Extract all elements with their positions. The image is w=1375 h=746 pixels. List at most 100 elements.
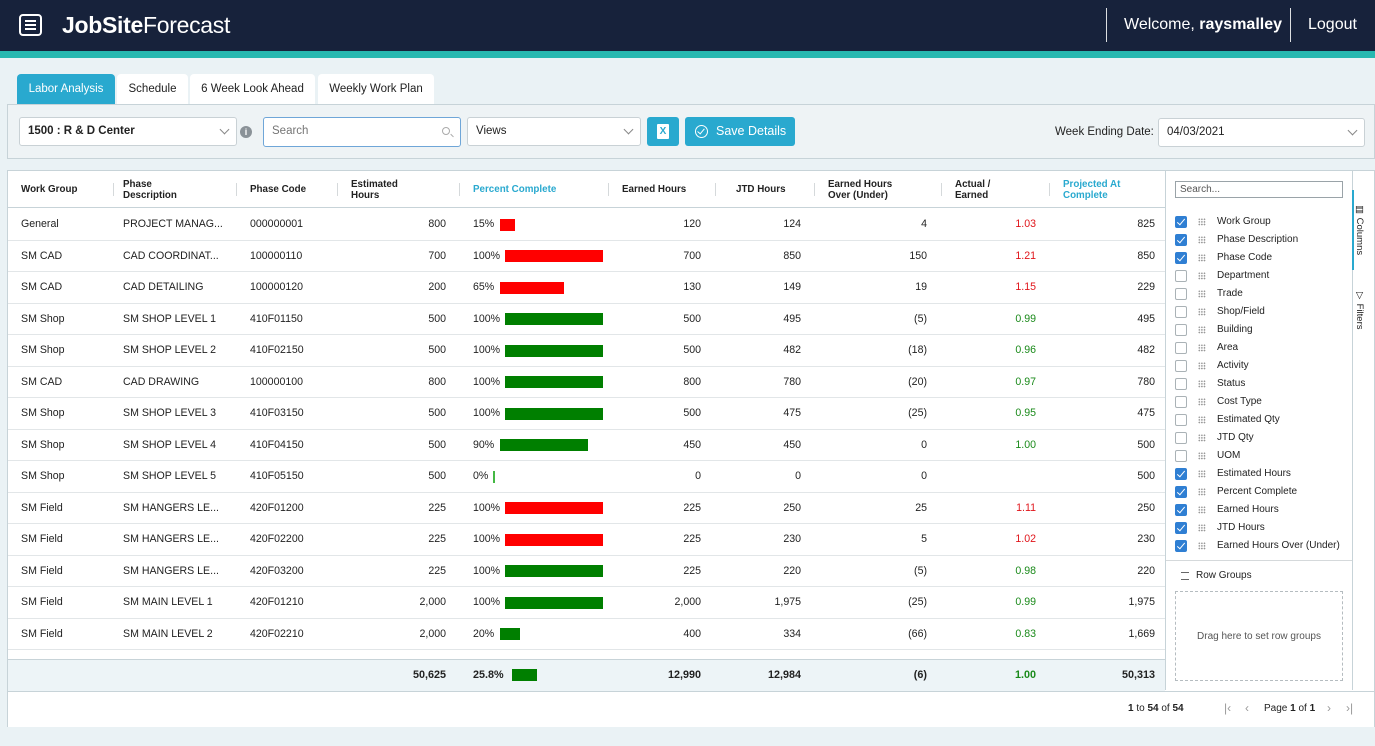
checkbox-checked-icon[interactable] bbox=[1175, 504, 1187, 516]
cell-estimated-hours: 225 bbox=[428, 501, 446, 514]
drag-handle-icon[interactable] bbox=[1198, 218, 1206, 226]
row-divider bbox=[8, 365, 1165, 367]
cell-actual-earned: 0.99 bbox=[1015, 312, 1036, 325]
cell-over-under: 0 bbox=[921, 470, 927, 482]
checkbox-unchecked-icon[interactable] bbox=[1175, 450, 1187, 462]
previous-page-icon[interactable]: ‹ bbox=[1245, 701, 1249, 715]
cell-percent-label: 100% bbox=[473, 249, 501, 262]
header-separator bbox=[814, 183, 815, 196]
cell-actual-earned: 1.11 bbox=[1016, 501, 1036, 514]
header-jtd-hours[interactable]: JTD Hours bbox=[736, 184, 786, 195]
drag-handle-icon[interactable] bbox=[1198, 326, 1206, 334]
row-groups-dropzone[interactable]: Drag here to set row groups bbox=[1175, 591, 1343, 681]
column-toggle-label: Shop/Field bbox=[1217, 306, 1265, 317]
app-header bbox=[0, 0, 1375, 51]
cell-projected: 850 bbox=[1137, 249, 1155, 262]
drag-handle-icon[interactable] bbox=[1198, 362, 1206, 370]
header-phase-description[interactable]: Phase Description bbox=[123, 178, 177, 201]
drag-handle-icon[interactable] bbox=[1198, 344, 1206, 352]
cell-actual-earned: 0.99 bbox=[1015, 596, 1036, 608]
drag-handle-icon[interactable] bbox=[1198, 380, 1206, 388]
filter-icon: ▽ bbox=[1354, 290, 1365, 304]
cell-estimated-hours: 500 bbox=[428, 407, 446, 419]
header-work-group[interactable]: Work Group bbox=[21, 184, 78, 195]
cell-estimated-hours: 800 bbox=[428, 218, 446, 230]
checkbox-checked-icon[interactable] bbox=[1175, 216, 1187, 228]
drag-handle-icon[interactable] bbox=[1198, 452, 1206, 460]
cell-actual-earned: 0.97 bbox=[1015, 375, 1036, 388]
week-ending-select[interactable]: 04/03/2021 bbox=[1158, 118, 1365, 147]
header-earned-hours[interactable]: Earned Hours bbox=[622, 184, 687, 195]
checkbox-unchecked-icon[interactable] bbox=[1175, 360, 1187, 372]
row-divider bbox=[8, 397, 1165, 398]
cell-work-group: SM CAD bbox=[21, 249, 63, 262]
columns-search-input[interactable]: Search... bbox=[1175, 181, 1343, 198]
header-actual-earned[interactable]: Actual / Earned bbox=[955, 178, 991, 201]
search-input[interactable] bbox=[272, 125, 432, 137]
logout-link[interactable]: Logout bbox=[1308, 16, 1357, 33]
drag-handle-icon[interactable] bbox=[1198, 416, 1206, 424]
header-projected-at-complete[interactable]: Projected At Complete bbox=[1063, 178, 1121, 201]
cell-phase-description: PROJECT MANAG... bbox=[123, 218, 223, 230]
checkbox-unchecked-icon[interactable] bbox=[1175, 324, 1187, 336]
checkbox-unchecked-icon[interactable] bbox=[1175, 342, 1187, 354]
checkbox-checked-icon[interactable] bbox=[1175, 468, 1187, 480]
export-excel-button[interactable]: X bbox=[647, 117, 679, 146]
last-page-icon[interactable]: ›| bbox=[1346, 701, 1354, 715]
header-divider bbox=[1290, 8, 1291, 42]
checkbox-checked-icon[interactable] bbox=[1175, 486, 1187, 498]
tab-6-week-look-ahead[interactable]: 6 Week Look Ahead bbox=[190, 74, 315, 104]
drag-handle-icon[interactable] bbox=[1198, 308, 1206, 316]
drag-handle-icon[interactable] bbox=[1198, 542, 1206, 550]
drag-handle-icon[interactable] bbox=[1198, 434, 1206, 442]
cell-projected: 482 bbox=[1137, 344, 1155, 356]
menu-icon[interactable] bbox=[19, 14, 42, 36]
header-percent-complete[interactable]: Percent Complete bbox=[473, 184, 557, 195]
drag-handle-icon[interactable] bbox=[1198, 290, 1206, 298]
views-select[interactable]: Views bbox=[467, 117, 641, 146]
checkbox-unchecked-icon[interactable] bbox=[1175, 378, 1187, 390]
cell-jtd-hours: 1,975 bbox=[774, 596, 801, 608]
checkbox-unchecked-icon[interactable] bbox=[1175, 432, 1187, 444]
first-page-icon[interactable]: |‹ bbox=[1224, 701, 1232, 715]
next-page-icon[interactable]: › bbox=[1327, 701, 1331, 715]
checkbox-unchecked-icon[interactable] bbox=[1175, 396, 1187, 408]
checkbox-checked-icon[interactable] bbox=[1175, 522, 1187, 534]
tab-schedule[interactable]: Schedule bbox=[117, 74, 188, 104]
cell-estimated-hours: 225 bbox=[428, 533, 446, 545]
drag-handle-icon[interactable] bbox=[1198, 272, 1206, 280]
column-toggle-label: Work Group bbox=[1217, 216, 1271, 227]
drag-handle-icon[interactable] bbox=[1198, 506, 1206, 514]
checkbox-checked-icon[interactable] bbox=[1175, 234, 1187, 246]
checkbox-unchecked-icon[interactable] bbox=[1175, 288, 1187, 300]
drag-handle-icon[interactable] bbox=[1198, 398, 1206, 406]
drag-handle-icon[interactable] bbox=[1198, 470, 1206, 478]
checkbox-unchecked-icon[interactable] bbox=[1175, 306, 1187, 318]
cell-phase-code: 410F02150 bbox=[250, 344, 304, 356]
search-box[interactable] bbox=[263, 117, 461, 147]
cell-work-group: SM Field bbox=[21, 596, 63, 608]
cell-percent-label: 65% bbox=[473, 281, 495, 293]
header-estimated-hours[interactable]: Estimated Hours bbox=[351, 178, 398, 201]
header-separator bbox=[236, 183, 237, 196]
checkbox-unchecked-icon[interactable] bbox=[1175, 414, 1187, 426]
columns-sidetab[interactable]: ▤ Columns bbox=[1354, 204, 1365, 256]
info-icon[interactable]: i bbox=[240, 126, 252, 138]
tab-labor-analysis[interactable]: Labor Analysis bbox=[17, 74, 115, 104]
drag-handle-icon[interactable] bbox=[1198, 236, 1206, 244]
drag-handle-icon[interactable] bbox=[1198, 488, 1206, 496]
check-circle-icon bbox=[695, 125, 708, 138]
tab-weekly-work-plan[interactable]: Weekly Work Plan bbox=[318, 74, 434, 104]
checkbox-unchecked-icon[interactable] bbox=[1175, 270, 1187, 282]
header-phase-code[interactable]: Phase Code bbox=[250, 184, 307, 195]
cell-projected: 1,975 bbox=[1128, 596, 1155, 608]
checkbox-checked-icon[interactable] bbox=[1175, 252, 1187, 264]
drag-handle-icon[interactable] bbox=[1198, 254, 1206, 262]
filters-sidetab[interactable]: ▽ Filters bbox=[1354, 290, 1365, 330]
cell-jtd-hours: 334 bbox=[783, 627, 801, 640]
save-details-button[interactable]: Save Details bbox=[685, 117, 795, 146]
project-select[interactable]: 1500 : R & D Center bbox=[19, 117, 237, 146]
drag-handle-icon[interactable] bbox=[1198, 524, 1206, 532]
header-earned-over-under[interactable]: Earned Hours Over (Under) bbox=[828, 178, 893, 201]
checkbox-checked-icon[interactable] bbox=[1175, 540, 1187, 552]
